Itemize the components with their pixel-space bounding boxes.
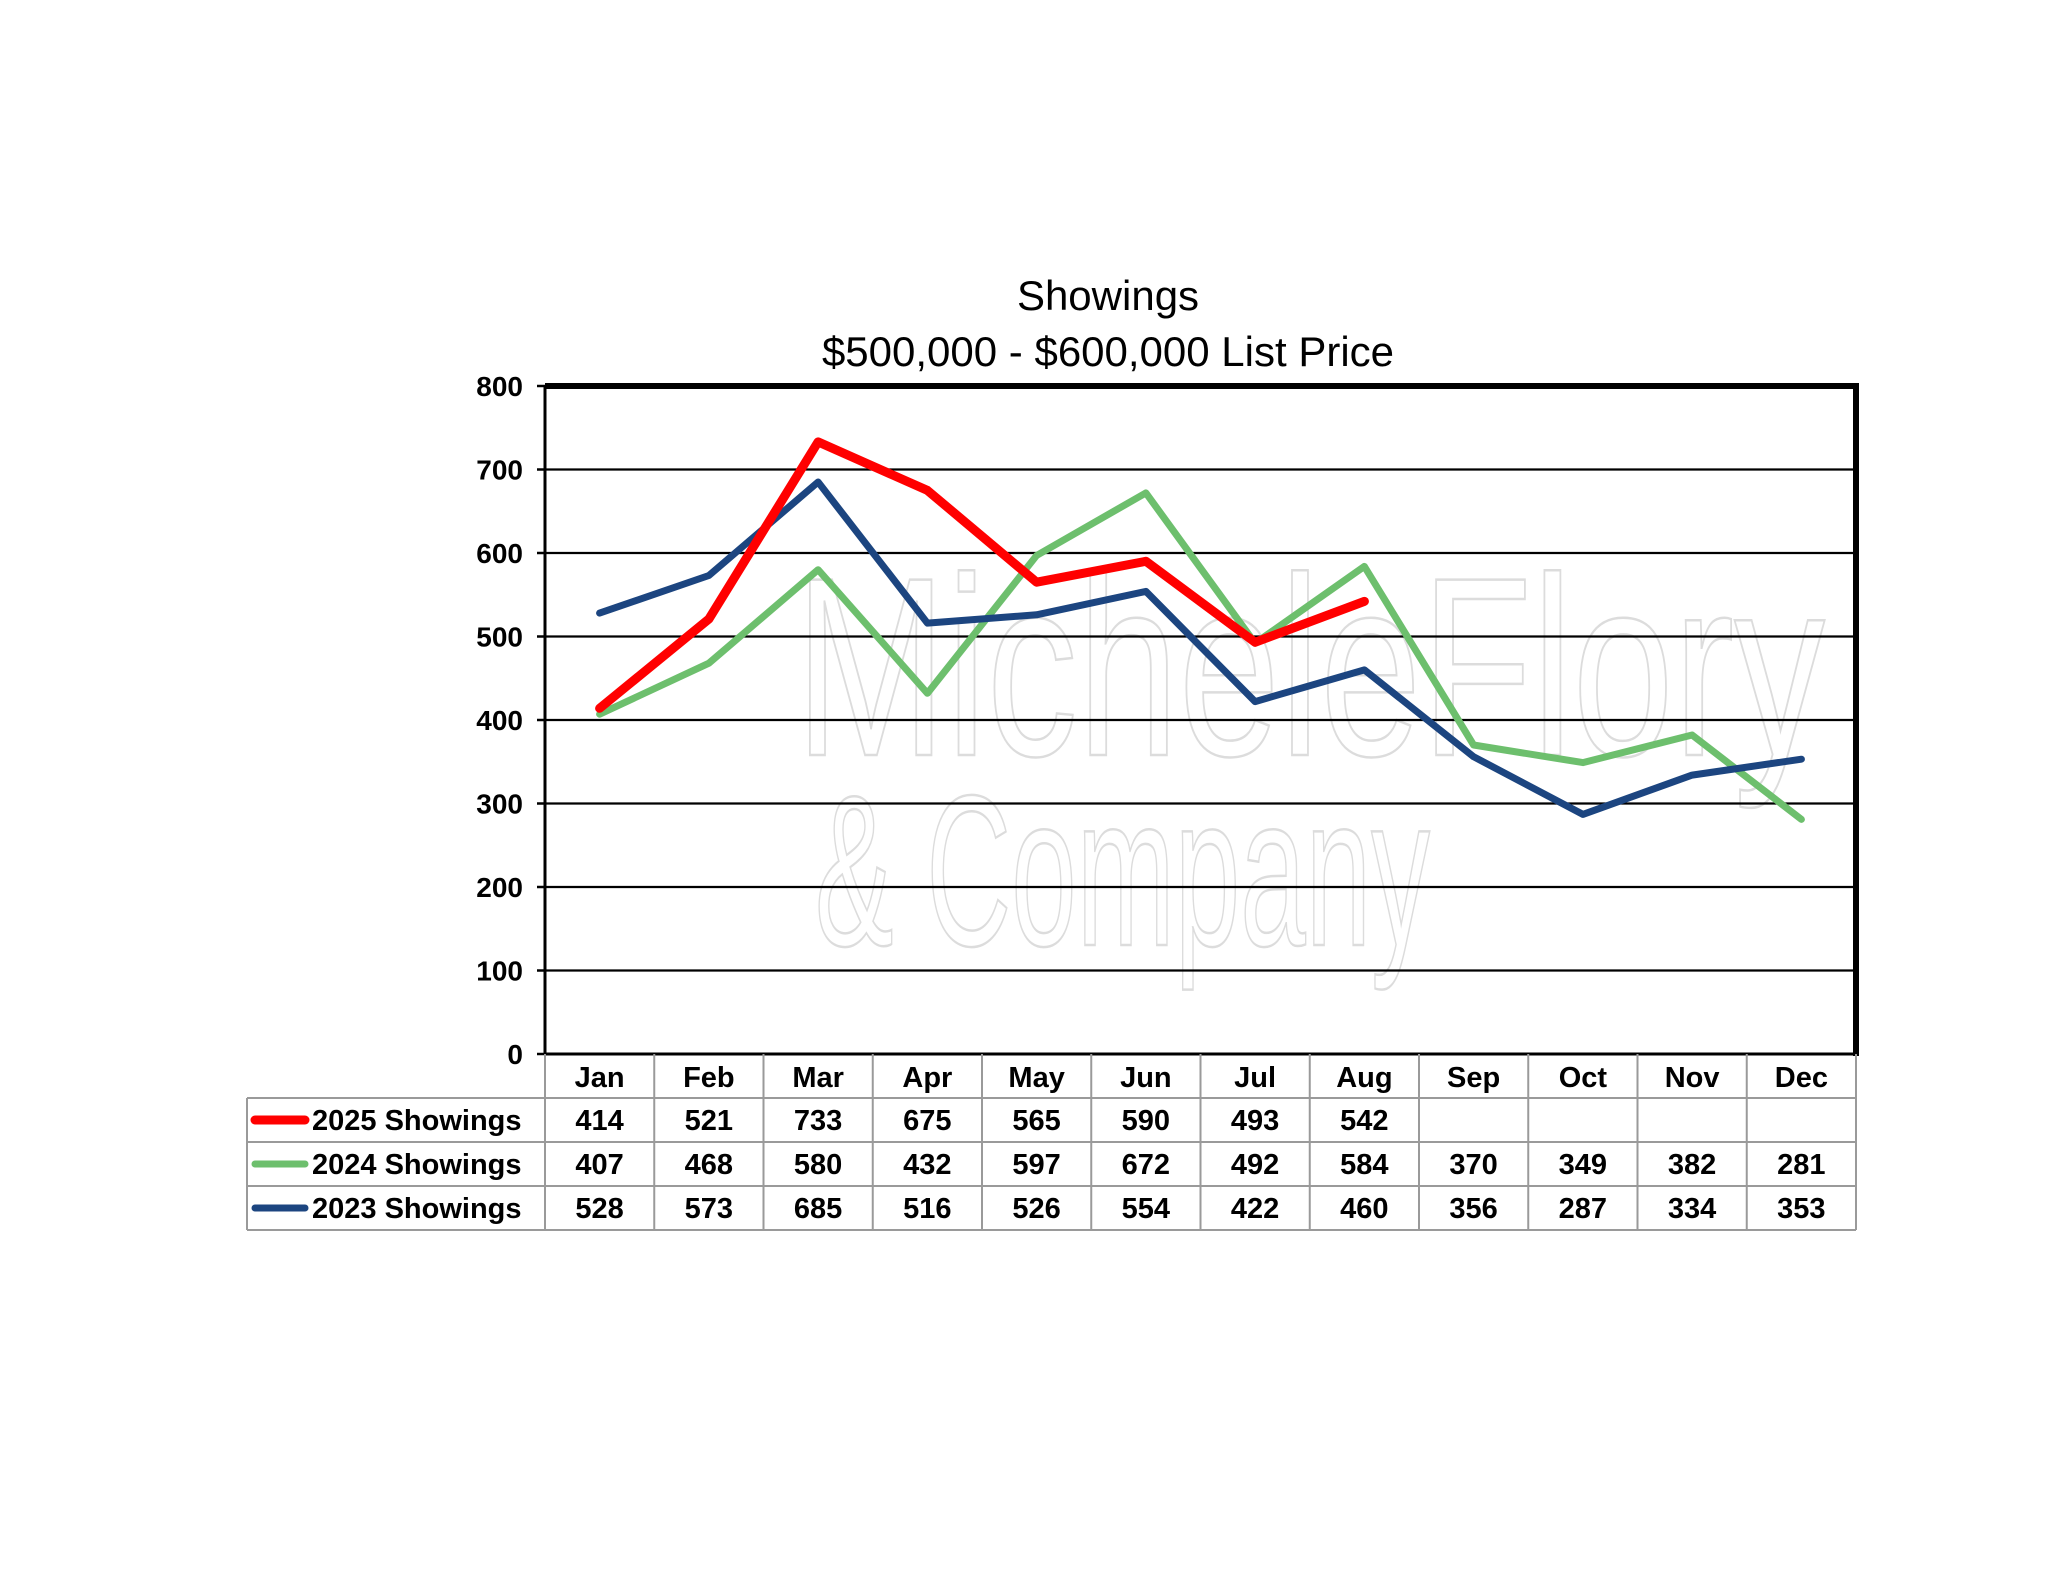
table-cell: 516 [903,1193,951,1225]
x-tick-label: Sep [1447,1062,1500,1094]
x-tick-label: Mar [792,1062,844,1094]
x-tick-label: Jun [1120,1062,1172,1094]
legend-label: 2025 Showings [312,1105,522,1137]
watermark-line1: MicheleFlory [795,525,1825,810]
y-tick-label: 800 [476,371,523,402]
y-tick-label: 600 [476,538,523,569]
y-tick-label: 500 [476,622,523,653]
series-line-2025-showings [595,437,1369,713]
table-cell: 492 [1231,1149,1279,1181]
table-cell: 590 [1122,1105,1170,1137]
grid [545,468,1856,972]
table-cell: 414 [575,1105,623,1137]
table-cell: 460 [1340,1193,1388,1225]
x-tick-label: Jul [1234,1062,1276,1094]
table-cell: 672 [1122,1149,1170,1181]
watermark-line2: & Company [815,750,1430,991]
x-tick-label: Nov [1665,1062,1720,1094]
table-cell: 407 [575,1149,623,1181]
x-tick-label: May [1008,1062,1064,1094]
table-cell: 526 [1012,1193,1060,1225]
x-tick-label: Feb [683,1062,735,1094]
x-tick-label: Oct [1559,1062,1608,1094]
watermark: MicheleFlory & Company [794,524,1827,993]
table-cell: 349 [1559,1149,1607,1181]
y-tick-label: 100 [476,956,523,987]
y-tick-label: 700 [476,455,523,486]
y-axis: 0 100 200 300 400 500 600 700 800 [476,371,545,1070]
table-cell: 422 [1231,1193,1279,1225]
series-lines [595,437,1805,823]
table-cell: 334 [1668,1193,1716,1225]
legend-label: 2024 Showings [312,1149,522,1181]
table-cell: 468 [685,1149,733,1181]
table-cell: 382 [1668,1149,1716,1181]
y-tick-label: 0 [507,1039,523,1070]
table-cell: 370 [1449,1149,1497,1181]
table-cell: 597 [1012,1149,1060,1181]
y-tick-label: 200 [476,872,523,903]
table-cell: 573 [685,1193,733,1225]
table-cell: 281 [1777,1149,1825,1181]
data-table: Jan Feb Mar Apr May Jun Jul Aug Sep Oct Nov Dec 2025… [246,1054,1857,1231]
table-cell: 493 [1231,1105,1279,1137]
x-tick-label: Dec [1775,1062,1828,1094]
legend-label: 2023 Showings [312,1193,522,1225]
table-cell: 528 [575,1193,623,1225]
table-cell: 542 [1340,1105,1388,1137]
y-tick-label: 300 [476,789,523,820]
x-tick-label: Apr [902,1062,952,1094]
table-cell: 685 [794,1193,842,1225]
table-cell: 580 [794,1149,842,1181]
chart-subtitle: $500,000 - $600,000 List Price [822,328,1394,375]
table-cell: 554 [1122,1193,1170,1225]
table-cell: 675 [903,1105,951,1137]
table-cell: 356 [1449,1193,1497,1225]
table-cell: 521 [685,1105,733,1137]
x-tick-label: Aug [1336,1062,1392,1094]
x-tick-label: Jan [575,1062,625,1094]
table-cell: 733 [794,1105,842,1137]
table-cell: 432 [903,1149,951,1181]
table-cell: 353 [1777,1193,1825,1225]
table-cell: 287 [1559,1193,1607,1225]
y-tick-label: 400 [476,705,523,736]
chart-title: Showings [1017,272,1199,319]
table-cell: 584 [1340,1149,1388,1181]
series-line-2023-showings [596,478,1805,818]
series-line-2024-showings [596,489,1805,823]
table-cell: 565 [1012,1105,1060,1137]
